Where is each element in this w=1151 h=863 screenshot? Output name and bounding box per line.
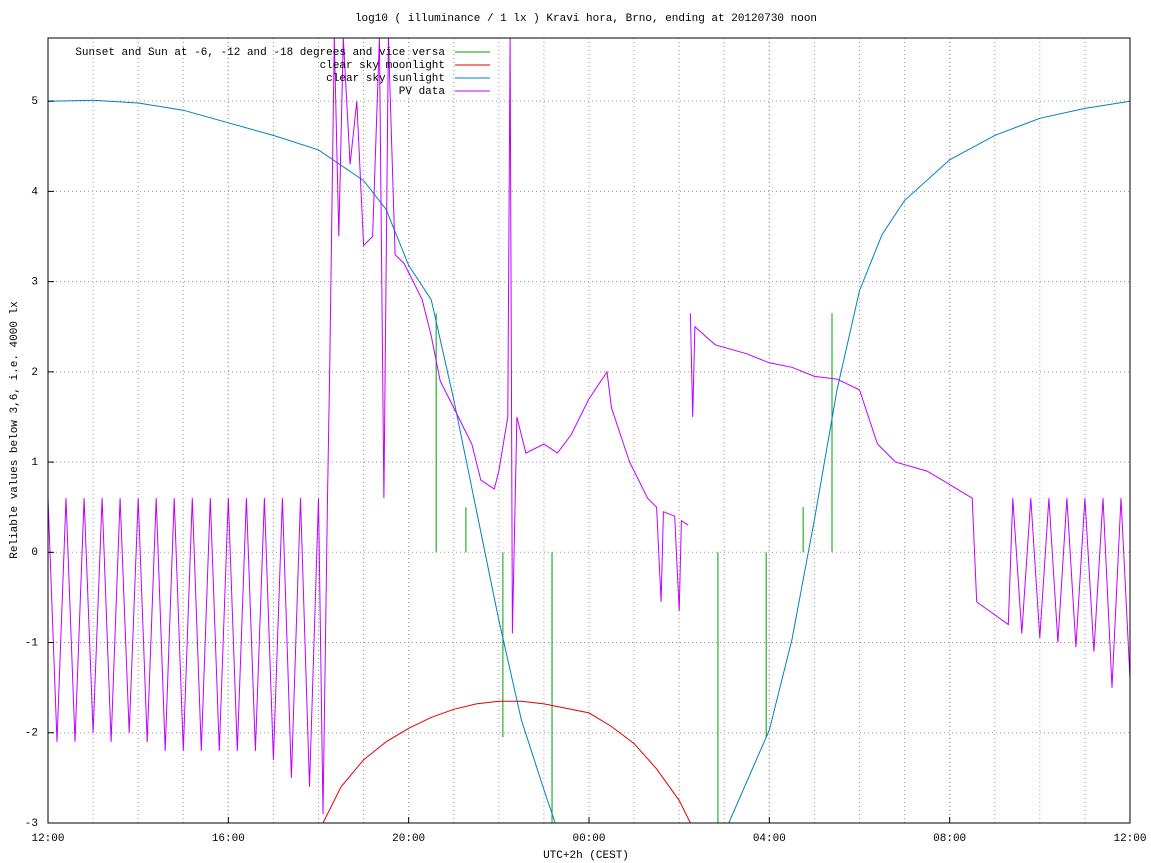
legend: Sunset and Sun at -6, -12 and -18 degree… [75,47,490,98]
x-tick-label: 16:00 [212,833,245,845]
y-tick-label: -1 [25,637,39,649]
chart-title: log10 ( illuminance / 1 lx ) Kravi hora,… [355,13,817,25]
x-tick-label: 20:00 [392,833,425,845]
legend-label: PV data [399,86,446,98]
x-tick-label: 04:00 [753,833,786,845]
series-line [48,38,1130,815]
y-tick-label: -2 [25,728,38,740]
y-tick-label: 4 [31,186,38,198]
y-tick-label: 1 [31,457,38,469]
series-line [322,700,691,823]
y-axis-label: Reliable values below 3,6, i.e. 4000 lx [9,301,21,559]
legend-label: clear sky sunlight [326,73,445,85]
y-tick-label: 0 [31,547,38,559]
y-tick-label: 3 [31,277,38,289]
x-tick-label: 08:00 [933,833,966,845]
x-tick-label: 00:00 [572,833,605,845]
legend-label: clear sky moonlight [320,60,445,72]
series-line [48,99,1130,823]
x-tick-label: 12:00 [1113,833,1146,845]
y-tick-label: -3 [25,818,38,830]
plot-area [48,38,1130,823]
x-axis-label: UTC+2h (CEST) [543,850,629,862]
y-tick-label: 2 [31,367,38,379]
y-tick-label: 5 [31,96,38,108]
x-tick-label: 12:00 [31,833,64,845]
legend-label: Sunset and Sun at -6, -12 and -18 degree… [75,47,445,59]
